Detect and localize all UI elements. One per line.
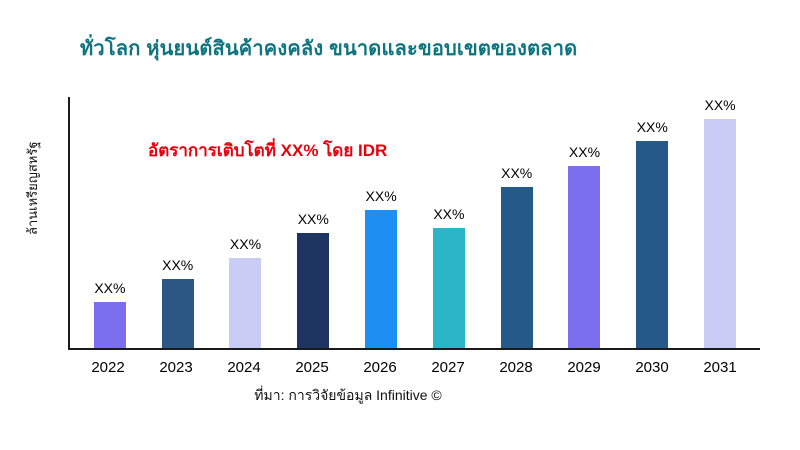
bar-value-label-2028: XX% (501, 165, 533, 181)
x-tick-label-2028: 2028 (499, 359, 533, 376)
bar-value-label-2026: XX% (365, 188, 397, 204)
bar-column-2022: XX% (76, 97, 144, 348)
growth-annotation: อัตราการเติบโตที่ XX% โดย IDR (148, 141, 388, 160)
y-axis-label: ล้านเหรียญสหรัฐ (25, 141, 40, 235)
bar-column-2024: XX% (212, 97, 280, 348)
bar-value-label-2022: XX% (94, 280, 126, 296)
bar-column-2026: XX% (347, 97, 415, 348)
x-axis-tick-row: 2022 2023 2024 2025 2026 2027 2028 2029 2030 2031 (68, 359, 760, 376)
bar-value-label-2025: XX% (297, 211, 329, 227)
bar-2031 (704, 119, 737, 348)
plot-area: อัตราการเติบโตที่ XX% โดย IDR XX% XX% XX% X… (68, 97, 760, 376)
bar-2029 (568, 166, 601, 348)
bar-2028 (500, 187, 533, 348)
x-tick-label-2023: 2023 (159, 359, 193, 376)
x-tick-label-2025: 2025 (295, 359, 329, 376)
bar-2022 (93, 302, 126, 348)
bar-column-2023: XX% (144, 97, 212, 348)
bar-value-label-2024: XX% (229, 236, 262, 252)
x-tick-label-2029: 2029 (567, 359, 601, 376)
bar-value-label-2029: XX% (568, 144, 601, 160)
x-tick-label-2026: 2026 (363, 359, 397, 376)
bar-column-2031: XX% (686, 97, 754, 348)
bar-column-2027: XX% (415, 97, 483, 348)
bar-value-label-2023: XX% (162, 257, 194, 273)
x-tick-label-2027: 2027 (431, 359, 465, 376)
bar-column-2029: XX% (551, 97, 619, 348)
source-caption: ที่มา: การวิจัยข้อมูล Infinitive © (254, 387, 442, 403)
x-tick-label-2022: 2022 (91, 359, 125, 376)
page-title: ทั่วโลก หุ่นยนต์สินค้าคงคลัง ขนาดและขอบเ… (80, 38, 578, 60)
x-tick-label-2031: 2031 (703, 359, 737, 376)
bar-2023 (161, 279, 194, 348)
bar-column-2030: XX% (618, 97, 686, 348)
bar-value-label-2031: XX% (704, 97, 736, 113)
bar-value-label-2027: XX% (433, 206, 465, 222)
bar-2026 (365, 210, 398, 348)
bars-container: XX% XX% XX% XX% XX% XX% XX% XX% XX% XX% (68, 97, 760, 350)
bar-2030 (636, 141, 669, 348)
x-tick-label-2024: 2024 (227, 359, 261, 376)
bar-2025 (297, 233, 330, 348)
bar-column-2025: XX% (279, 97, 347, 348)
x-tick-label-2030: 2030 (635, 359, 669, 376)
bar-2024 (229, 258, 262, 348)
bar-2027 (432, 228, 465, 348)
bar-column-2028: XX% (483, 97, 551, 348)
bar-value-label-2030: XX% (636, 119, 668, 135)
